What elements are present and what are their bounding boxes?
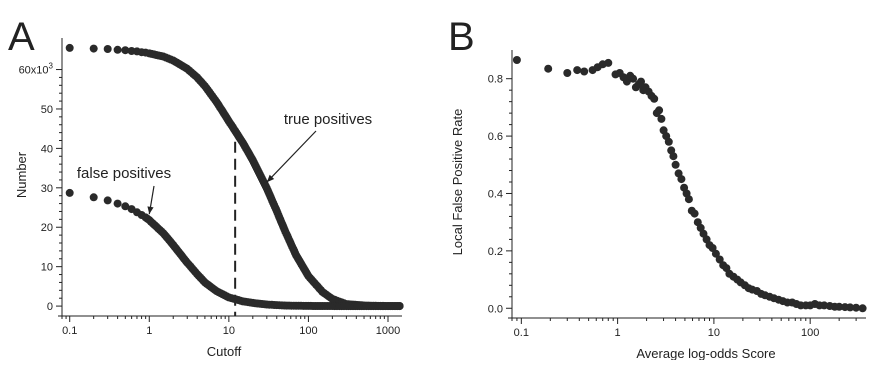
panel-a-y-tick-label-text: 10 bbox=[41, 262, 53, 274]
panel-a-y-tick-label-text: 20 bbox=[41, 222, 53, 234]
data-point bbox=[113, 45, 122, 54]
data-point bbox=[65, 43, 74, 52]
panel-a-y-tick-label-text: 60x10 bbox=[19, 65, 49, 77]
data-point bbox=[573, 66, 582, 75]
panel-a-y-tick-label-text: 0 bbox=[47, 301, 53, 313]
panel-a-x-tick-label: 1 bbox=[146, 325, 152, 337]
data-point bbox=[512, 56, 521, 64]
panel-a-y-tick-label: 20 bbox=[41, 222, 53, 234]
data-point bbox=[690, 209, 699, 218]
panel-a-y-tick-label-text: 40 bbox=[41, 143, 53, 155]
data-point bbox=[637, 77, 645, 86]
data-point bbox=[677, 175, 686, 184]
panel-a-x-tick-label: 0.1 bbox=[62, 325, 77, 337]
panel-a-y-tick-label: 30 bbox=[41, 183, 53, 195]
data-point bbox=[622, 77, 631, 86]
panel-a-x-tick-label: 10 bbox=[223, 325, 235, 337]
data-point bbox=[580, 67, 589, 76]
panel-b-x-tick-label: 10 bbox=[708, 327, 720, 339]
data-point bbox=[669, 152, 678, 161]
data-point bbox=[89, 44, 98, 53]
panel-b-letter: B bbox=[448, 15, 475, 59]
data-point bbox=[858, 304, 867, 313]
panel-b-y-tick-label: 0.6 bbox=[488, 131, 503, 143]
panel-b-x-tick-label: 0.1 bbox=[514, 327, 529, 339]
panel-a-annotation-true-positives: true positives bbox=[284, 111, 372, 128]
data-point bbox=[121, 46, 130, 55]
panel-b-y-tick-label-text: 0.2 bbox=[488, 246, 503, 258]
panel-a-series-false-positives bbox=[65, 188, 404, 311]
panel-b-y-tick-label: 0.2 bbox=[488, 246, 503, 258]
data-point bbox=[852, 303, 861, 312]
panel-a-y-tick-label: 40 bbox=[41, 143, 53, 155]
panel-a-annotation-arrowhead bbox=[147, 206, 154, 215]
panel-a-y-tick-label: 60x103 bbox=[19, 62, 54, 77]
panel-b-y-tick-label: 0.4 bbox=[488, 188, 503, 200]
data-point bbox=[65, 188, 74, 197]
panel-a-y-axis-title: Number bbox=[14, 151, 29, 198]
data-point bbox=[103, 196, 112, 205]
panel-a-y-tick-label: 10 bbox=[41, 262, 53, 274]
data-point bbox=[604, 58, 613, 67]
data-point bbox=[121, 202, 130, 211]
panel-b-y-tick-label-text: 0.6 bbox=[488, 131, 503, 143]
data-point bbox=[544, 64, 553, 73]
panel-b-y-tick-label-text: 0.8 bbox=[488, 74, 503, 86]
panel-b-y-axis-title: Local False Positive Rate bbox=[450, 109, 465, 256]
panel-b-x-tick-label: 1 bbox=[615, 327, 621, 339]
panel-a-y-tick-label: 50 bbox=[41, 104, 53, 116]
data-point bbox=[89, 193, 98, 202]
panel-a-x-tick-label: 1000 bbox=[376, 325, 400, 337]
data-point bbox=[103, 45, 112, 53]
panel-a-y-tick-label-text: 50 bbox=[41, 104, 53, 116]
data-point bbox=[563, 69, 572, 77]
panel-a-y-exponent: 3 bbox=[49, 62, 54, 71]
data-point bbox=[711, 249, 720, 258]
data-point bbox=[113, 199, 122, 208]
panel-a-y-tick-label-text: 30 bbox=[41, 183, 53, 195]
panel-a-letter: A bbox=[8, 15, 35, 59]
data-point bbox=[655, 106, 664, 115]
data-point bbox=[835, 302, 844, 311]
data-point bbox=[671, 160, 680, 169]
data-point-fill bbox=[393, 302, 402, 311]
panel-a-annotation-arrowhead bbox=[266, 174, 275, 183]
panel-b-y-tick-label: 0.8 bbox=[488, 74, 503, 86]
panel-b-x-tick-label: 100 bbox=[801, 327, 819, 339]
data-point bbox=[657, 114, 666, 123]
data-point bbox=[650, 94, 659, 103]
data-point bbox=[684, 195, 693, 204]
panel-b-y-tick-label-text: 0.4 bbox=[488, 188, 503, 200]
panel-b-series-0 bbox=[512, 56, 867, 313]
panel-a-x-tick-label: 100 bbox=[299, 325, 317, 337]
panel-b-y-tick-label: 0.0 bbox=[488, 303, 503, 315]
panel-a-annotation-arrow bbox=[266, 130, 317, 183]
panel-b-y-tick-label-text: 0.0 bbox=[488, 303, 503, 315]
panel-b-x-axis-title: Average log-odds Score bbox=[636, 346, 775, 360]
panel-a-annotation-false-positives: false positives bbox=[77, 165, 171, 182]
panel-a-y-tick-label: 0 bbox=[47, 301, 53, 313]
panel-a-x-axis-title: Cutoff bbox=[207, 344, 242, 359]
data-point bbox=[629, 74, 638, 83]
data-point bbox=[846, 303, 855, 312]
data-point bbox=[664, 137, 673, 146]
